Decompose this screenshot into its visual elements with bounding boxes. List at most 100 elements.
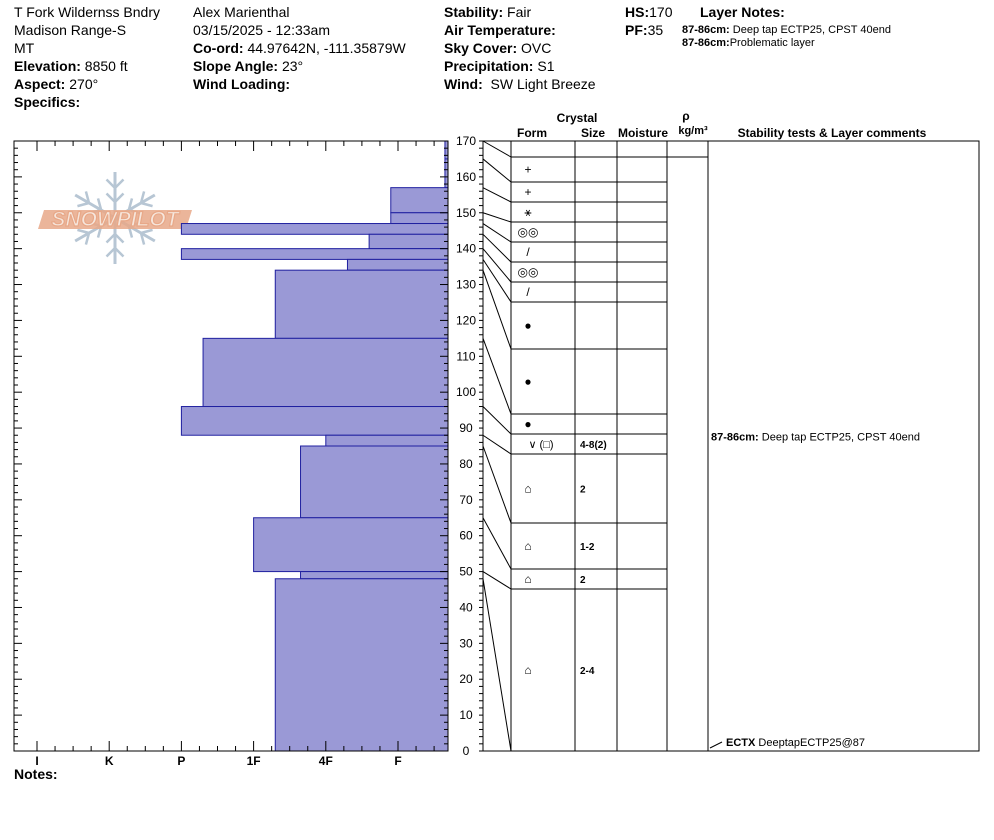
grain-form-symbol: / (526, 245, 530, 259)
layer-note-text: Deep tap ECTP25, CPST 40end (732, 24, 891, 36)
layer-note-2: 87-86cm:Problematic layer (682, 37, 815, 50)
rho-header: ρ (682, 109, 689, 123)
hardness-tick-label: F (394, 754, 401, 768)
column-headers: Crystal Form Size Moisture ρ kg/m³ Stabi… (517, 109, 927, 140)
grain-size: 4-8(2) (580, 440, 607, 451)
layer-connector (482, 517, 512, 570)
layer-note-1: 87-86cm: Deep tap ECTP25, CPST 40end (682, 24, 891, 37)
hardness-bar (274, 269, 449, 339)
hardness-bar (180, 223, 449, 235)
sky-label: Sky Cover: (444, 40, 518, 56)
layer-note-depth: 87-86cm: (682, 24, 730, 36)
stability-test-code: ECTX (726, 737, 758, 749)
layer-connector (482, 578, 512, 752)
slope-field: Slope Angle: 23° (193, 57, 303, 75)
height-tick-label: 90 (459, 421, 473, 435)
notes-label: Notes: (14, 766, 58, 782)
hardness-bar (346, 258, 449, 271)
layer-connector (482, 233, 512, 263)
hardness-bars (180, 140, 449, 752)
precip-value: S1 (537, 58, 555, 74)
grain-form-symbol: ◎◎ (518, 265, 539, 279)
coord-label: Co-ord: (193, 40, 244, 56)
sky-value: OVC (521, 40, 552, 56)
height-tick-label: 70 (459, 493, 473, 507)
hardness-frame (13, 140, 449, 752)
pf-field: PF:35 (625, 21, 663, 39)
precip-field: Precipitation: S1 (444, 57, 554, 75)
specifics-field: Specifics: (14, 93, 80, 111)
grain-form-symbol: ⌂ (524, 663, 531, 677)
logo-text: SNOWPILOT (51, 208, 180, 231)
hardness-bar (300, 571, 449, 580)
snowflake-branch (114, 247, 125, 258)
layer-connector (482, 338, 512, 415)
hs-value: 170 (649, 4, 673, 20)
snowflake-branch (96, 198, 103, 211)
snowflake-branch (114, 233, 125, 244)
snowflake-branch (139, 232, 146, 245)
height-tick-label: 160 (456, 170, 476, 184)
hardness-bar (300, 445, 449, 519)
hs-field: HS:170 (625, 3, 672, 21)
pf-label: PF: (625, 22, 648, 38)
crystal-header: Crystal (557, 111, 598, 125)
grain-form-symbol: ◎◎ (518, 225, 539, 239)
height-tick-label: 140 (456, 242, 476, 256)
grain-form-symbol: ⌂ (524, 572, 531, 586)
air-temp-label: Air Temperature: (444, 22, 556, 38)
observation-datetime: 03/15/2025 - 12:33am (193, 22, 330, 38)
hardness-tick-label: P (177, 754, 185, 768)
layer-connector (482, 445, 512, 524)
layer-note-depth: 87-86cm: (682, 37, 730, 49)
size-header: Size (581, 126, 605, 140)
wind-value: SW Light Breeze (490, 76, 596, 92)
height-tick-label: 80 (459, 457, 473, 471)
grain-form-symbol: ∨ (□) (528, 439, 553, 451)
grain-form-symbol: + (524, 163, 531, 177)
grain-size: 2-4 (580, 666, 595, 677)
height-tick-label: 50 (459, 565, 473, 579)
logo-banner (38, 210, 192, 229)
layer-connector (482, 248, 512, 283)
layer-connector (482, 140, 512, 158)
height-tick-label: 0 (463, 744, 470, 758)
height-tick-label: 20 (459, 672, 473, 686)
layer-note-text: Problematic layer (729, 37, 815, 49)
range-name: Madison Range-S (14, 22, 127, 38)
snowflake-branch (140, 201, 153, 208)
snowflake-branch (84, 191, 91, 204)
snowflake-branch (77, 201, 90, 208)
snowflake-branch (127, 198, 134, 211)
sky-field: Sky Cover: OVC (444, 39, 551, 57)
snowflake-branch (114, 192, 125, 203)
wind-loading-field: Wind Loading: (193, 75, 290, 93)
stability-label: Stability: (444, 4, 504, 20)
layer-connector (482, 158, 512, 183)
moisture-header: Moisture (618, 126, 668, 140)
hs-label: HS: (625, 4, 650, 20)
stability-test-pointer (709, 741, 723, 749)
height-tick-label: 60 (459, 529, 473, 543)
comments-header: Stability tests & Layer comments (738, 126, 927, 140)
hardness-bar (180, 406, 449, 436)
pf-value: 35 (647, 22, 664, 38)
snowflake-branch (114, 178, 125, 189)
hardness-tick-label: I (35, 754, 38, 768)
grain-form-symbol: / (526, 285, 530, 299)
layer-connector (482, 270, 512, 350)
grain-size: 1-2 (580, 542, 595, 553)
wind-loading-label: Wind Loading: (193, 76, 291, 92)
grain-size: 2 (580, 575, 586, 586)
height-tick-label: 110 (456, 349, 475, 363)
stability-test-result: DeeptapECTP25@87 (758, 737, 865, 749)
grain-form-symbol: ⌂ (524, 482, 531, 496)
snowflake-branch (105, 247, 116, 258)
height-axis: 0 10 20 30 40 50 60 70 80 90 100 110 120 130 140 150 160… (14, 134, 483, 758)
height-tick-label: 10 (459, 708, 473, 722)
height-tick-label: 100 (456, 385, 476, 399)
slope-label: Slope Angle: (193, 58, 279, 74)
height-tick-label: 150 (456, 206, 476, 220)
coord-field: Co-ord: 44.97642N, -111.35879W (193, 39, 406, 57)
hardness-bar (390, 187, 449, 214)
